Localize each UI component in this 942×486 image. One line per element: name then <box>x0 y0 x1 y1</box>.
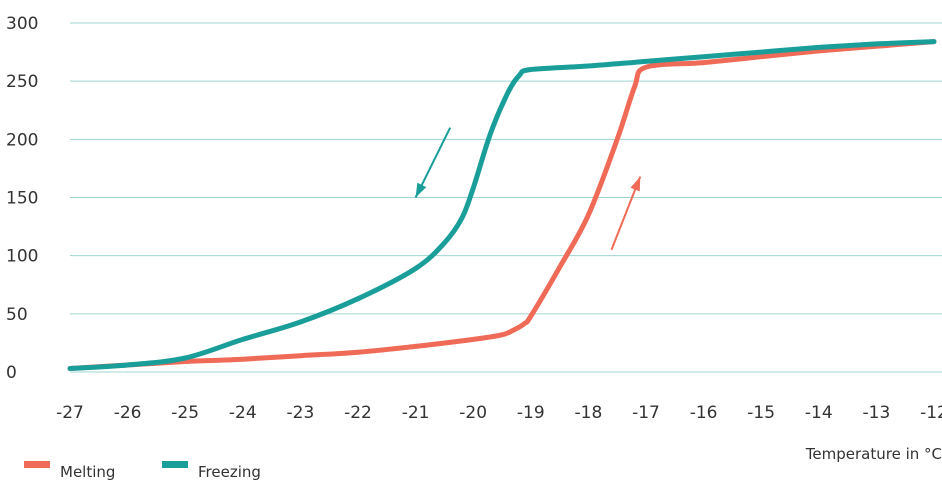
grid <box>70 22 942 373</box>
arrow-freezing <box>414 127 452 198</box>
series-line-freezing <box>67 39 937 371</box>
x-axis-label: Temperature in °C <box>805 445 942 463</box>
y-tick-label: 100 <box>6 247 38 267</box>
y-tick-label: 300 <box>6 14 38 34</box>
x-tick-label: -20 <box>459 403 487 423</box>
x-tick-label: -14 <box>805 403 833 423</box>
series-group <box>67 39 937 371</box>
y-tick-label: 150 <box>6 189 38 209</box>
x-tick-label: -21 <box>402 403 430 423</box>
legend-swatch <box>162 461 188 468</box>
y-tick-label: 50 <box>6 305 28 325</box>
x-tick-label: -19 <box>517 403 545 423</box>
x-tick-label: -13 <box>863 403 891 423</box>
arrow-head <box>415 182 427 198</box>
y-tick-label: 0 <box>6 363 17 383</box>
legend-label: Melting <box>60 463 115 481</box>
x-tick-label: -23 <box>287 403 315 423</box>
x-tick-label: -16 <box>690 403 718 423</box>
x-tick-label: -24 <box>229 403 257 423</box>
arrow-melting <box>610 176 642 251</box>
x-tick-label: -12 <box>920 403 942 423</box>
x-tick-label: -15 <box>747 403 775 423</box>
y-axis: 0 50 100 150 200 250 300 <box>6 14 38 383</box>
x-tick-label: -25 <box>171 403 199 423</box>
x-tick-label: -22 <box>344 403 372 423</box>
arrow-head <box>630 176 641 192</box>
y-tick-label: 200 <box>6 130 38 150</box>
series-line-melting <box>67 39 937 371</box>
x-tick-label: -26 <box>114 403 142 423</box>
annotations <box>414 127 642 251</box>
legend-swatch <box>24 461 50 468</box>
x-tick-label: -17 <box>632 403 660 423</box>
x-axis: -27 -26 -25 -24 -23 -22 -21 -20 -19 -18 -17 -16 -15 -… <box>56 403 942 423</box>
legend: Melting Freezing <box>24 461 261 481</box>
x-tick-label: -27 <box>56 403 84 423</box>
legend-item-freezing: Freezing <box>162 461 261 481</box>
legend-label: Freezing <box>198 463 261 481</box>
x-tick-label: -18 <box>575 403 603 423</box>
legend-item-melting: Melting <box>24 461 115 481</box>
y-tick-label: 250 <box>6 72 38 92</box>
